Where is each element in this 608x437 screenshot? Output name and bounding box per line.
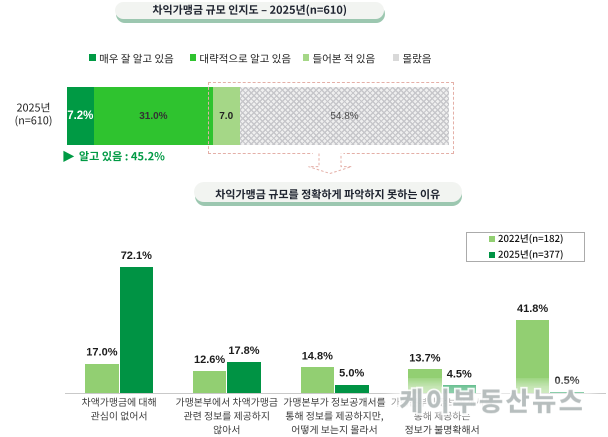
svg-text:31.0%: 31.0%	[139, 111, 167, 122]
svg-text:17.0%: 17.0%	[86, 347, 117, 359]
svg-text:14.8%: 14.8%	[302, 350, 333, 362]
svg-text:7.2%: 7.2%	[67, 110, 93, 122]
svg-text:12.6%: 12.6%	[194, 354, 225, 366]
svg-text:41.8%: 41.8%	[517, 303, 548, 315]
svg-text:17.8%: 17.8%	[228, 345, 259, 357]
svg-text:7.0: 7.0	[219, 111, 233, 122]
svg-text:5.0%: 5.0%	[339, 368, 364, 380]
svg-text:13.7%: 13.7%	[409, 352, 440, 364]
svg-text:4.5%: 4.5%	[447, 368, 472, 380]
svg-text:72.1%: 72.1%	[121, 250, 152, 262]
svg-text:54.8%: 54.8%	[330, 111, 358, 122]
